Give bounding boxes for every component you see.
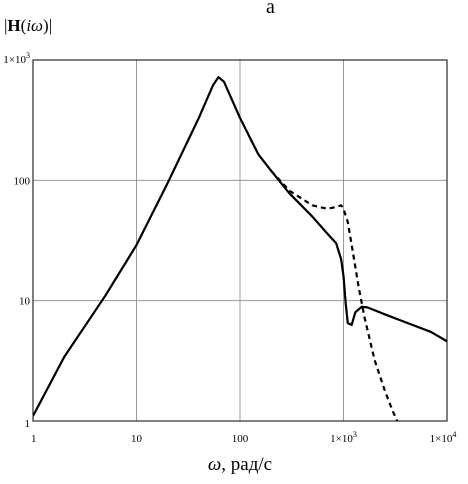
x-tick-label: 10: [131, 433, 143, 445]
y-tick-label: 1: [25, 418, 31, 430]
grid: [33, 60, 447, 421]
y-tick-label: 10: [19, 296, 31, 308]
dashed-series-line: [270, 170, 399, 421]
x-tick-label: 1×104: [430, 430, 457, 445]
x-tick-label: 1: [31, 433, 37, 445]
panel-label: a: [266, 0, 275, 18]
tick-labels: 1 10 100 1×103 1×104 1 10 100 1×103: [3, 51, 456, 445]
y-tick-label: 1×103: [3, 51, 30, 66]
x-axis-label: ω, рад/с: [208, 454, 272, 475]
y-tick-label: 100: [14, 175, 31, 187]
series-layer: [33, 76, 447, 421]
solid-series-line: [33, 76, 447, 417]
y-axis-label: |H(iω)|: [4, 16, 52, 35]
x-tick-label: 1×103: [330, 430, 357, 445]
x-tick-label: 100: [232, 433, 249, 445]
plot-frame: [32, 59, 448, 422]
